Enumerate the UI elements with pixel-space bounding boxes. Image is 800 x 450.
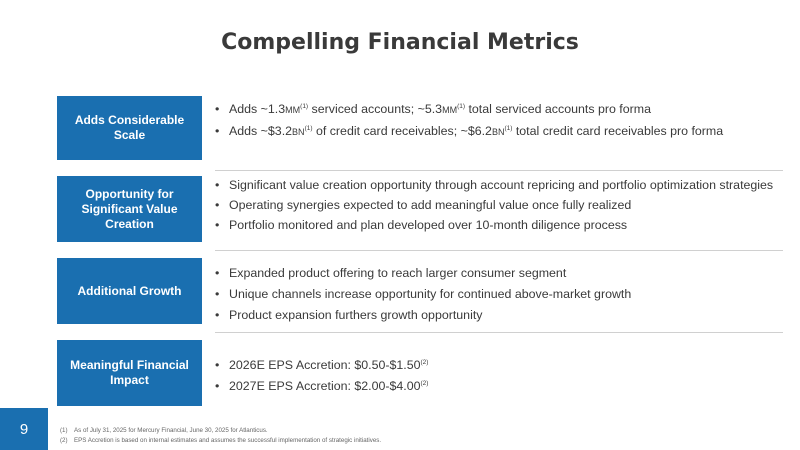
bullet-item: Operating synergies expected to add mean…	[215, 198, 783, 212]
footnote-mark: (1)	[60, 427, 68, 434]
section-label: Additional Growth	[57, 258, 202, 324]
section-label: Adds Considerable Scale	[57, 96, 202, 160]
bullet-item: Portfolio monitored and plan developed o…	[215, 218, 783, 232]
section-label: Opportunity for Significant Value Creati…	[57, 176, 202, 242]
page-number: 9	[0, 408, 48, 450]
footnote: (2) EPS Accretion is based on internal e…	[60, 436, 381, 446]
footnote-mark: (2)	[60, 437, 68, 444]
bullet-item: Adds ~$3.2BN(1) of credit card receivabl…	[215, 124, 783, 139]
bullet-item: Adds ~1.3MM(1) serviced accounts; ~5.3MM…	[215, 102, 783, 117]
bullet-list: Adds ~1.3MM(1) serviced accounts; ~5.3MM…	[215, 102, 783, 139]
bullet-item: Significant value creation opportunity t…	[215, 178, 783, 192]
footnote-text: EPS Accretion is based on internal estim…	[74, 437, 382, 444]
bullet-list: Significant value creation opportunity t…	[215, 178, 783, 232]
bullet-item: Product expansion furthers growth opport…	[215, 308, 783, 322]
bullet-list: Expanded product offering to reach large…	[215, 266, 783, 322]
bullet-item: Unique channels increase opportunity for…	[215, 287, 783, 301]
bullet-list: 2026E EPS Accretion: $0.50-$1.50(2) 2027…	[215, 358, 783, 393]
page-title: Compelling Financial Metrics	[221, 30, 579, 55]
footnote: (1) As of July 31, 2025 for Mercury Fina…	[60, 426, 381, 436]
section-label: Meaningful Financial Impact	[57, 340, 202, 406]
section-divider	[215, 250, 783, 251]
section-divider	[215, 170, 783, 171]
footnotes: (1) As of July 31, 2025 for Mercury Fina…	[60, 426, 381, 446]
footnote-text: As of July 31, 2025 for Mercury Financia…	[74, 427, 268, 434]
bullet-item: 2027E EPS Accretion: $2.00-$4.00(2)	[215, 379, 783, 393]
bullet-item: 2026E EPS Accretion: $0.50-$1.50(2)	[215, 358, 783, 372]
section-divider	[215, 332, 783, 333]
bullet-item: Expanded product offering to reach large…	[215, 266, 783, 280]
